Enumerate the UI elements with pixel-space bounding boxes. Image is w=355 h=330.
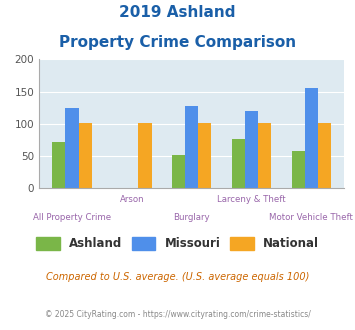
Bar [232, 139, 245, 188]
Legend: Ashland, Missouri, National: Ashland, Missouri, National [31, 232, 324, 255]
Text: 2019 Ashland: 2019 Ashland [119, 5, 236, 20]
Bar [138, 123, 152, 188]
Bar [305, 88, 318, 188]
Bar [245, 111, 258, 188]
Bar [65, 108, 78, 188]
Bar [292, 151, 305, 188]
Bar [318, 123, 331, 188]
Text: © 2025 CityRating.com - https://www.cityrating.com/crime-statistics/: © 2025 CityRating.com - https://www.city… [45, 310, 310, 318]
Bar [78, 123, 92, 188]
Text: Compared to U.S. average. (U.S. average equals 100): Compared to U.S. average. (U.S. average … [46, 272, 309, 282]
Bar [258, 123, 271, 188]
Text: All Property Crime: All Property Crime [33, 213, 111, 222]
Bar [52, 142, 65, 188]
Text: Larceny & Theft: Larceny & Theft [217, 195, 286, 204]
Text: Property Crime Comparison: Property Crime Comparison [59, 35, 296, 50]
Bar [172, 155, 185, 188]
Text: Burglary: Burglary [173, 213, 210, 222]
Bar [185, 106, 198, 188]
Bar [198, 123, 212, 188]
Text: Arson: Arson [120, 195, 144, 204]
Text: Motor Vehicle Theft: Motor Vehicle Theft [269, 213, 353, 222]
